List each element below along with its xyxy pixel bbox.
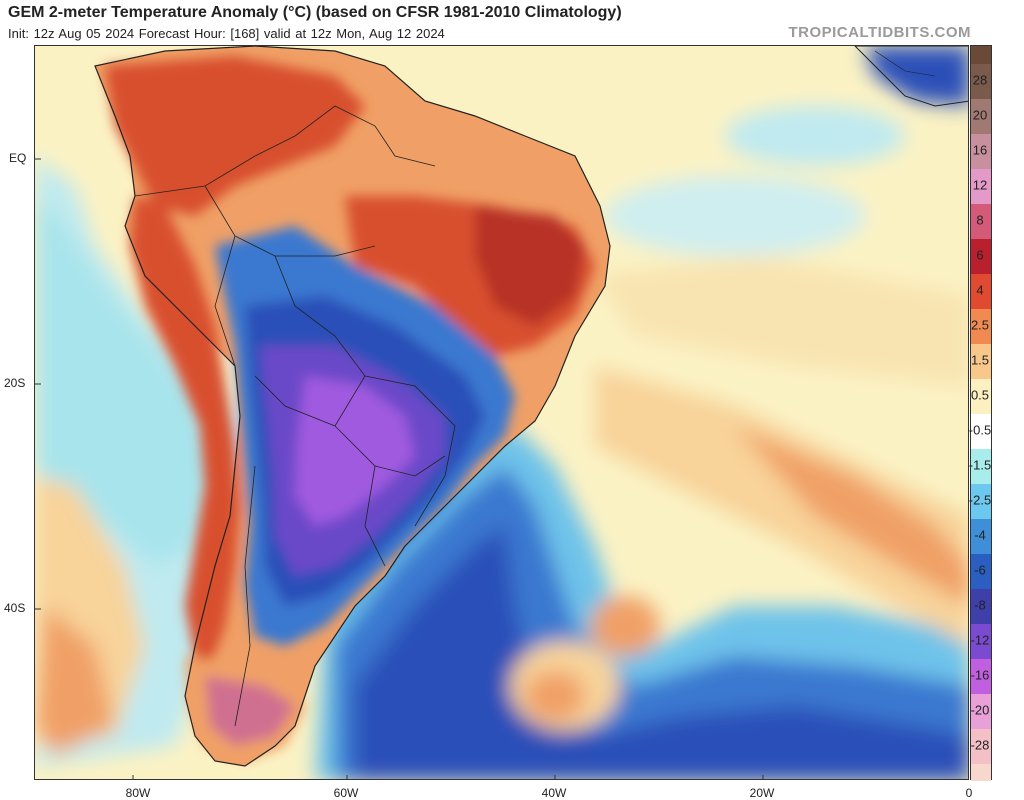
colorbar-tick-label: -16 — [970, 667, 990, 683]
colorbar-segment — [971, 308, 991, 344]
country-borders — [134, 105, 456, 727]
colorbar-segment — [971, 63, 991, 99]
colorbar-tick-label: -4 — [974, 527, 986, 543]
colorbar-segment — [971, 518, 991, 554]
lat-label-40s: 40S — [4, 601, 26, 615]
colorbar-segment — [971, 168, 991, 204]
colorbar-tick-label: -12 — [970, 632, 990, 648]
lon-label-20w: 20W — [749, 786, 775, 800]
colorbar-tick-label: 16 — [972, 142, 988, 158]
colorbar-segment — [971, 448, 991, 484]
lon-label-80w: 80W — [125, 786, 151, 800]
colorbar-tick-label: 6 — [976, 247, 984, 263]
map-panel[interactable] — [34, 45, 969, 780]
colorbar-tick-label: -20 — [970, 702, 990, 718]
colorbar-segment — [971, 238, 991, 274]
colorbar-segment — [971, 133, 991, 169]
colorbar-segment — [971, 623, 991, 659]
lon-label-0: 0 — [965, 786, 973, 800]
colorbar-tick-label: -1.5 — [968, 457, 992, 473]
colorbar-tick-label: 12 — [972, 177, 988, 193]
lat-label-20s: 20S — [4, 376, 26, 390]
ocean-anomaly-fields — [35, 46, 968, 779]
anomaly-map — [35, 46, 968, 779]
map-title: GEM 2-meter Temperature Anomaly (°C) (ba… — [8, 4, 622, 21]
lon-label-60w: 60W — [333, 786, 359, 800]
lon-label-40w: 40W — [541, 786, 567, 800]
colorbar-tick-label: -2.5 — [968, 492, 992, 508]
colorbar-segment-bottom — [971, 763, 991, 781]
colorbar-tick-label: -6 — [974, 562, 986, 578]
colorbar-segment — [971, 98, 991, 134]
colorbar-tick-label: -8 — [974, 597, 986, 613]
colorbar-tick-label: 2.5 — [970, 317, 990, 333]
lat-label-eq: EQ — [9, 151, 27, 165]
colorbar-segment — [971, 413, 991, 449]
colorbar-tick-label: -0.5 — [968, 422, 992, 438]
land-anomaly-fields — [105, 56, 595, 761]
colorbar-segment-top — [971, 46, 991, 64]
colorbar-segment — [971, 483, 991, 519]
colorbar-segment — [971, 553, 991, 589]
colorbar-tick-label: 8 — [976, 212, 984, 228]
colorbar-tick-label: 28 — [972, 72, 988, 88]
africa-coastline — [854, 46, 968, 107]
colorbar-segment — [971, 728, 991, 764]
graticule-ticks — [35, 158, 764, 779]
colorbar-tick-label: -28 — [970, 737, 990, 753]
colorbar-segment — [971, 343, 991, 379]
map-subtitle: Init: 12z Aug 05 2024 Forecast Hour: [16… — [8, 26, 445, 41]
colorbar — [970, 45, 992, 781]
colorbar-segment — [971, 273, 991, 309]
colorbar-tick-label: 4 — [976, 282, 984, 298]
colorbar-tick-label: 0.5 — [970, 387, 990, 403]
colorbar-tick-label: 1.5 — [970, 352, 990, 368]
colorbar-segment — [971, 693, 991, 729]
colorbar-tick-label: 20 — [972, 107, 988, 123]
colorbar-segment — [971, 658, 991, 694]
south-america-coastline — [94, 46, 611, 767]
colorbar-segment — [971, 588, 991, 624]
brand-watermark[interactable]: TROPICALTIDBITS.COM — [788, 24, 971, 41]
colorbar-segment — [971, 378, 991, 414]
colorbar-segment — [971, 203, 991, 239]
